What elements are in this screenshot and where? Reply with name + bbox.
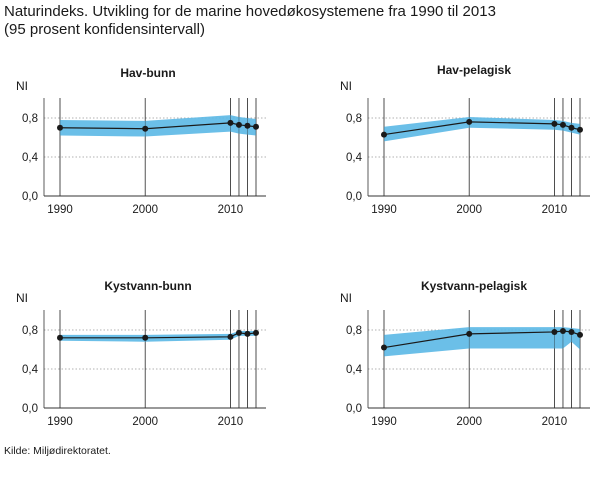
data-point [577,126,583,133]
x-tick-label: 2000 [132,204,158,216]
data-point [559,121,566,128]
y-tick-label: 0,8 [22,325,38,337]
data-point [381,131,387,138]
y-tick-label: 0,8 [346,113,362,125]
x-tick-label: 2010 [218,204,244,216]
data-point [142,334,149,341]
y-tick-label: 0,0 [22,403,38,415]
confidence-band [384,117,580,142]
confidence-band [60,330,256,342]
y-tick-label: 0,4 [346,364,363,376]
title-line-2: (95 prosent konfidensintervall) [4,21,205,38]
data-point [142,125,149,132]
data-point [57,124,63,131]
title-line-1: Naturindeks. Utvikling for de marine hov… [4,3,496,20]
confidence-band [60,115,256,137]
y-tick-label: 0,8 [346,325,362,337]
data-point [227,119,234,126]
x-tick-label: 2000 [456,204,482,216]
confidence-band [384,327,580,357]
x-tick-label: 1990 [47,204,73,216]
chart-panel-kystvann-bunn: Kystvann-bunn NI 0,0 0,4 0,8 1990 2000 2010 [16,279,266,428]
y-tick-label: 0,0 [346,191,362,203]
data-point [244,330,251,337]
data-point [551,328,558,335]
data-point [253,329,259,336]
data-point [577,331,583,338]
data-point [466,330,473,337]
y-axis-label: NI [16,291,28,305]
y-axis-label: NI [16,79,28,93]
x-tick-label: 2000 [132,416,158,428]
x-tick-label: 1990 [371,204,397,216]
chart-panel-hav-bunn: Hav-bunn NI 0,0 0,4 0,8 1990 2000 2010 [16,66,266,216]
y-axis-label: NI [340,291,352,305]
data-point [253,123,259,130]
x-tick-label: 1990 [371,416,397,428]
x-tick-label: 2010 [218,416,244,428]
panel-title: Kystvann-pelagisk [421,279,527,293]
data-point [235,121,242,128]
x-tick-label: 2010 [542,204,568,216]
panel-title: Kystvann-bunn [104,279,191,293]
y-tick-label: 0,4 [22,364,39,376]
data-point [568,328,575,335]
x-tick-label: 2010 [542,416,568,428]
source-note: Kilde: Miljødirektoratet. [4,445,111,457]
y-tick-label: 0,0 [22,191,38,203]
panel-title: Hav-pelagisk [437,63,511,77]
data-point [551,120,558,127]
data-point [466,118,473,125]
y-axis-label: NI [340,79,352,93]
x-tick-label: 1990 [47,416,73,428]
data-point [235,329,242,336]
data-point [559,327,566,334]
panel-title: Hav-bunn [120,66,175,80]
y-tick-label: 0,4 [22,152,39,164]
data-point [57,334,63,341]
page-title: Naturindeks. Utvikling for de marine hov… [4,3,604,39]
y-tick-label: 0,4 [346,152,363,164]
data-point [227,333,234,340]
y-tick-label: 0,0 [346,403,362,415]
chart-panel-kystvann-pelagisk: Kystvann-pelagisk NI 0,0 0,4 0,8 1990 2000 2010 [340,279,590,428]
x-tick-label: 2000 [456,416,482,428]
data-point [381,344,387,351]
y-tick-label: 0,8 [22,113,38,125]
data-point [568,124,575,131]
chart-panel-hav-pelagisk: Hav-pelagisk NI 0,0 0,4 0,8 1990 2000 2010 [340,63,590,216]
data-point [244,122,251,129]
